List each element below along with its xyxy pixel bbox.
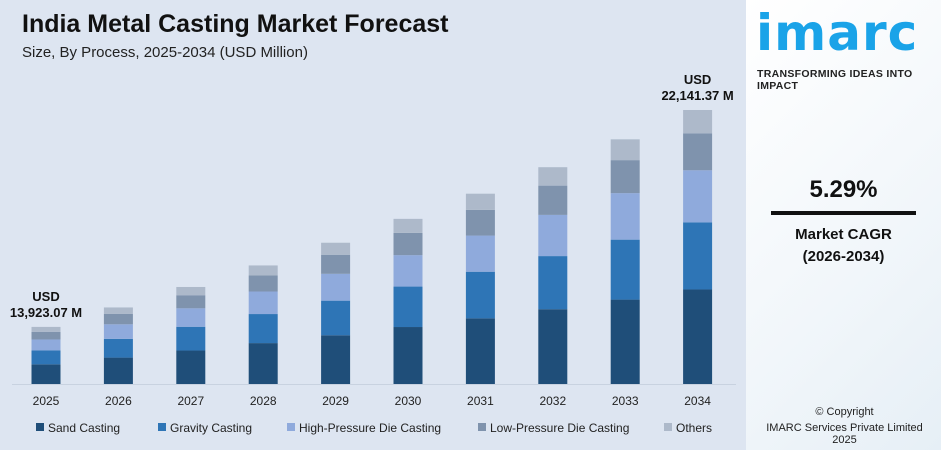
bar-segment-low-pressure-die-casting-2028 bbox=[248, 275, 278, 292]
bar-segment-low-pressure-die-casting-2029 bbox=[321, 254, 351, 274]
bar-segment-others-2033 bbox=[610, 139, 640, 161]
brand-tagline: TRANSFORMING IDEAS INTO IMPACT bbox=[757, 68, 913, 92]
bar-segment-low-pressure-die-casting-2027 bbox=[176, 295, 206, 309]
bar-segment-gravity-casting-2030 bbox=[393, 286, 423, 328]
bar-segment-sand-casting-2027 bbox=[176, 350, 206, 384]
bar-segment-gravity-casting-2028 bbox=[248, 314, 278, 344]
info-panel bbox=[746, 0, 941, 450]
bar-segment-high-pressure-die-casting-2028 bbox=[248, 291, 278, 315]
bar-segment-sand-casting-2029 bbox=[321, 335, 351, 384]
bar-segment-low-pressure-die-casting-2025 bbox=[31, 331, 61, 340]
legend-label: High-Pressure Die Casting bbox=[299, 421, 441, 435]
legend-label: Low-Pressure Die Casting bbox=[490, 421, 629, 435]
bar-segment-gravity-casting-2027 bbox=[176, 326, 206, 351]
legend-swatch bbox=[158, 423, 166, 431]
legend-label: Gravity Casting bbox=[170, 421, 252, 435]
imarc-logo: imarc bbox=[756, 4, 919, 62]
bar-segment-gravity-casting-2032 bbox=[538, 256, 568, 310]
bar-segment-others-2029 bbox=[321, 242, 351, 255]
bar-segment-sand-casting-2030 bbox=[393, 327, 423, 384]
bar-segment-high-pressure-die-casting-2027 bbox=[176, 308, 206, 327]
x-tick-label: 2030 bbox=[395, 394, 422, 408]
bar-segment-low-pressure-die-casting-2034 bbox=[683, 133, 713, 171]
value-annotation-currency: USD bbox=[32, 289, 59, 304]
cagr-divider bbox=[771, 211, 916, 215]
bar-segment-low-pressure-die-casting-2030 bbox=[393, 232, 423, 256]
bar-segment-sand-casting-2031 bbox=[465, 318, 495, 384]
legend-label: Sand Casting bbox=[48, 421, 120, 435]
legend-swatch bbox=[36, 423, 44, 431]
x-tick-label: 2029 bbox=[322, 394, 349, 408]
x-tick-label: 2033 bbox=[612, 394, 639, 408]
value-annotation: 13,923.07 M bbox=[10, 305, 82, 320]
x-tick-label: 2026 bbox=[105, 394, 132, 408]
bar-segment-gravity-casting-2031 bbox=[465, 271, 495, 319]
legend-swatch bbox=[287, 423, 295, 431]
cagr-period: (2026-2034) bbox=[802, 248, 885, 265]
x-tick-label: 2028 bbox=[250, 394, 277, 408]
bar-segment-sand-casting-2034 bbox=[683, 289, 713, 384]
copyright: © Copyright bbox=[815, 406, 874, 418]
bar-segment-high-pressure-die-casting-2025 bbox=[31, 339, 61, 351]
bar-segment-gravity-casting-2025 bbox=[31, 350, 61, 365]
bar-segment-sand-casting-2028 bbox=[248, 343, 278, 384]
bar-segment-high-pressure-die-casting-2026 bbox=[103, 324, 133, 339]
bar-segment-high-pressure-die-casting-2030 bbox=[393, 255, 423, 287]
bar-segment-others-2034 bbox=[683, 110, 713, 134]
legend-swatch bbox=[664, 423, 672, 431]
x-tick-label: 2032 bbox=[539, 394, 566, 408]
bar-segment-gravity-casting-2033 bbox=[610, 239, 640, 300]
bar-segment-low-pressure-die-casting-2032 bbox=[538, 185, 568, 215]
legend-label: Others bbox=[676, 421, 712, 435]
bar-segment-others-2031 bbox=[465, 193, 495, 210]
bar-segment-sand-casting-2033 bbox=[610, 299, 640, 384]
bar-segment-low-pressure-die-casting-2031 bbox=[465, 209, 495, 236]
bar-segment-high-pressure-die-casting-2032 bbox=[538, 214, 568, 257]
bar-segment-gravity-casting-2034 bbox=[683, 222, 713, 290]
bar-segment-others-2026 bbox=[103, 307, 133, 314]
bar-segment-gravity-casting-2029 bbox=[321, 300, 351, 336]
company-name: IMARC Services Private Limited 2025 bbox=[766, 422, 923, 446]
bar-segment-low-pressure-die-casting-2033 bbox=[610, 160, 640, 194]
bar-segment-high-pressure-die-casting-2033 bbox=[610, 193, 640, 240]
bar-segment-low-pressure-die-casting-2026 bbox=[103, 313, 133, 325]
chart-subtitle: Size, By Process, 2025-2034 (USD Million… bbox=[22, 44, 308, 61]
chart-title: India Metal Casting Market Forecast bbox=[22, 10, 449, 38]
bar-segment-sand-casting-2026 bbox=[103, 357, 133, 384]
value-annotation: 22,141.37 M bbox=[661, 88, 733, 103]
bar-segment-others-2032 bbox=[538, 167, 568, 186]
bar-segment-gravity-casting-2026 bbox=[103, 338, 133, 358]
cagr-value: 5.29% bbox=[809, 176, 878, 203]
x-tick-label: 2034 bbox=[684, 394, 711, 408]
bar-segment-high-pressure-die-casting-2034 bbox=[683, 170, 713, 223]
x-tick-label: 2031 bbox=[467, 394, 494, 408]
bar-segment-sand-casting-2032 bbox=[538, 309, 568, 384]
bar-segment-sand-casting-2025 bbox=[31, 364, 61, 384]
bar-segment-others-2025 bbox=[31, 326, 61, 332]
value-annotation-currency: USD bbox=[684, 72, 711, 87]
bar-segment-high-pressure-die-casting-2029 bbox=[321, 273, 351, 301]
bar-segment-others-2027 bbox=[176, 286, 206, 296]
x-tick-label: 2027 bbox=[177, 394, 204, 408]
bar-segment-others-2030 bbox=[393, 218, 423, 233]
bar-segment-high-pressure-die-casting-2031 bbox=[465, 235, 495, 272]
x-tick-label: 2025 bbox=[33, 394, 60, 408]
bar-segment-others-2028 bbox=[248, 265, 278, 276]
cagr-label: Market CAGR bbox=[795, 226, 892, 243]
legend-swatch bbox=[478, 423, 486, 431]
